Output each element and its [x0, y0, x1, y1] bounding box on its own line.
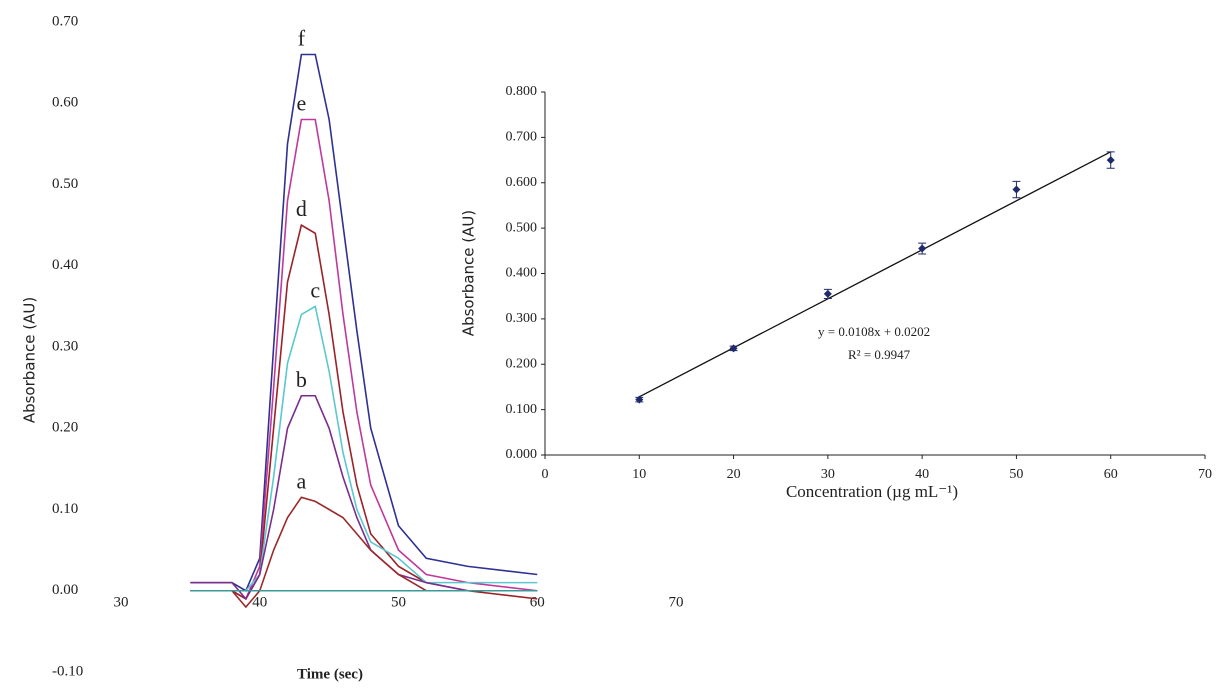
x-tick-label: 40 — [252, 594, 267, 610]
y-tick-label: 0.300 — [506, 311, 538, 326]
y-tick-label: 0.60 — [52, 95, 78, 111]
y-tick-label: 0.50 — [52, 176, 78, 192]
y-tick-label: 0.500 — [506, 220, 538, 235]
fit-r2: R² = 0.9947 — [848, 347, 911, 362]
x-tick-label: 60 — [530, 594, 545, 610]
point — [823, 289, 832, 298]
y-axis-label: Absorbance (AU) — [460, 210, 478, 336]
curve-label: b — [296, 367, 307, 392]
point — [635, 395, 644, 404]
x-tick-label: 0 — [542, 467, 549, 482]
fit-line — [638, 151, 1112, 398]
y-tick-label: 0.10 — [52, 501, 78, 517]
point — [1106, 156, 1115, 165]
point — [918, 244, 927, 253]
x-tick-label: 20 — [727, 467, 741, 482]
curve-label: c — [310, 277, 320, 302]
y-tick-label: 0.30 — [52, 338, 78, 354]
y-tick-label: 0.700 — [506, 130, 538, 145]
series-line — [190, 394, 538, 601]
x-tick-label: 70 — [1198, 467, 1212, 482]
y-tick-label: 0.200 — [506, 356, 538, 371]
x-axis-label: Concentration (µg mL⁻¹) — [786, 482, 958, 501]
y-tick-label: 0.70 — [52, 13, 78, 29]
x-tick-label: 60 — [1104, 467, 1118, 482]
point — [729, 344, 738, 353]
x-tick-label: 50 — [391, 594, 406, 610]
y-axis-label: Absorbance (AU) — [21, 297, 39, 423]
curve-label: f — [298, 26, 306, 51]
point — [1012, 185, 1021, 194]
x-tick-label: 70 — [669, 594, 684, 610]
y-tick-label: 0.40 — [52, 257, 78, 273]
curve-label: a — [296, 468, 306, 493]
series-line — [190, 496, 538, 609]
fit-equation: y = 0.0108x + 0.0202 — [818, 324, 930, 339]
y-tick-label: 0.000 — [506, 447, 538, 462]
x-tick-label: 30 — [821, 467, 835, 482]
x-tick-label: 50 — [1009, 467, 1023, 482]
x-tick-label: 10 — [632, 467, 646, 482]
y-tick-label: 0.20 — [52, 420, 78, 436]
series-line — [190, 53, 538, 592]
x-axis-label: Time (sec) — [297, 666, 363, 682]
x-tick-label: 30 — [114, 594, 129, 610]
y-tick-label: 0.800 — [506, 84, 538, 99]
y-tick-label: 0.100 — [506, 402, 538, 417]
y-tick-label: -0.10 — [52, 663, 83, 679]
curve-label: e — [296, 91, 306, 116]
curve-label: d — [296, 196, 307, 221]
y-tick-label: 0.400 — [506, 266, 538, 281]
x-tick-label: 40 — [915, 467, 929, 482]
y-tick-label: 0.00 — [52, 582, 78, 598]
y-tick-label: 0.600 — [506, 175, 538, 190]
series-line — [190, 305, 538, 592]
